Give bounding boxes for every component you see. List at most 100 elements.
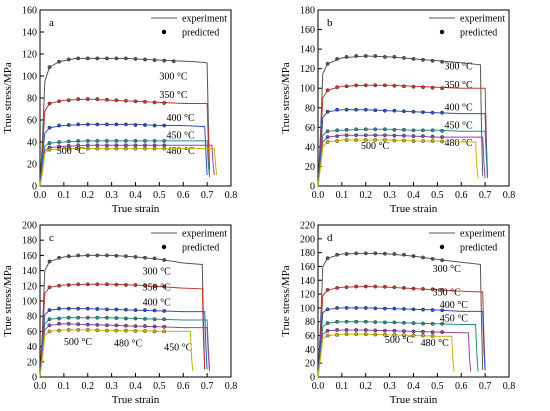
series-label: 300 °C <box>143 266 171 277</box>
predicted-point <box>162 258 167 262</box>
predicted-point <box>373 54 378 58</box>
legend-predicted-label: predicted <box>460 28 497 39</box>
predicted-point <box>114 98 119 103</box>
predicted-point <box>363 127 368 132</box>
x-tick-label: 0.1 <box>336 190 349 201</box>
predicted-point <box>325 307 330 312</box>
series-label: 300 °C <box>445 62 473 73</box>
predicted-point <box>105 97 109 102</box>
x-tick-label: 0.2 <box>360 381 373 392</box>
experiment-line <box>317 84 488 187</box>
predicted-point <box>363 54 368 58</box>
predicted-point <box>392 332 397 337</box>
predicted-point <box>411 333 416 338</box>
predicted-point <box>354 284 359 289</box>
predicted-point <box>105 307 109 312</box>
predicted-point <box>57 255 61 260</box>
x-tick-label: 0.7 <box>479 190 492 201</box>
predicted-point <box>143 308 147 312</box>
predicted-point <box>430 256 435 261</box>
predicted-point <box>392 127 397 132</box>
predicted-point <box>95 307 100 311</box>
experiment-line <box>317 321 479 378</box>
predicted-point <box>114 307 119 312</box>
predicted-point <box>373 133 378 138</box>
series-400c: 400 °C <box>39 298 208 378</box>
predicted-point <box>57 321 61 326</box>
y-tick-label: 140 <box>22 28 37 39</box>
predicted-point <box>430 321 435 326</box>
predicted-point <box>143 123 147 127</box>
predicted-point <box>95 143 100 148</box>
predicted-point <box>430 287 435 292</box>
predicted-point <box>152 329 157 334</box>
predicted-point <box>133 99 138 104</box>
predicted-point <box>124 122 128 127</box>
x-tick-label: 0.2 <box>82 190 95 201</box>
y-tick-label: 0 <box>32 373 37 384</box>
x-tick-label: 0.4 <box>407 381 420 392</box>
predicted-point <box>325 328 330 333</box>
predicted-point <box>344 319 349 324</box>
predicted-point <box>421 255 425 260</box>
x-tick-label: 0.8 <box>503 381 516 392</box>
predicted-point <box>152 256 157 261</box>
series-label: 350 °C <box>445 80 473 91</box>
series-450c: 450 °C <box>317 314 479 378</box>
legend-predicted-marker <box>161 244 167 250</box>
x-tick-label: 0.1 <box>58 381 71 392</box>
predicted-point <box>440 139 444 144</box>
predicted-point <box>95 253 100 258</box>
predicted-point <box>392 55 397 59</box>
predicted-point <box>57 306 61 311</box>
predicted-point <box>382 83 387 88</box>
predicted-point <box>344 305 349 310</box>
legend-experiment-label: experiment <box>460 14 505 25</box>
predicted-point <box>335 305 339 310</box>
predicted-point <box>85 97 90 102</box>
y-tick-label: 60 <box>305 123 315 134</box>
predicted-point <box>335 285 339 290</box>
predicted-point <box>373 306 378 311</box>
predicted-point <box>47 285 52 290</box>
y-tick-label: 60 <box>305 331 315 342</box>
predicted-point <box>47 308 52 312</box>
predicted-point <box>76 253 81 258</box>
predicted-point <box>162 308 167 313</box>
x-tick-label: 0.3 <box>383 381 396 392</box>
series-480c: 480 °C <box>317 328 472 378</box>
y-tick-label: 20 <box>305 359 315 370</box>
chart-panel-c: 0.0 0.1 0.2 0.3 0.4 0.5 0.6 0.7 0.8 0 20 40 60 80 100 1… <box>2 221 237 407</box>
predicted-point <box>344 252 349 256</box>
predicted-point <box>392 285 397 290</box>
series-label: 350 °C <box>159 90 187 101</box>
predicted-point <box>401 329 406 333</box>
predicted-point <box>354 127 359 132</box>
predicted-point <box>143 324 147 328</box>
experiment-line <box>39 323 210 378</box>
predicted-point <box>440 330 444 334</box>
predicted-point <box>373 328 378 333</box>
predicted-point <box>124 316 128 321</box>
predicted-point <box>440 321 444 326</box>
predicted-point <box>124 56 128 61</box>
predicted-point <box>152 324 157 329</box>
predicted-point <box>124 98 128 103</box>
predicted-point <box>430 134 435 139</box>
predicted-point <box>363 138 368 142</box>
predicted-point <box>124 254 128 259</box>
predicted-point <box>354 133 359 138</box>
y-tick-label: 100 <box>22 72 37 83</box>
predicted-point <box>392 138 397 143</box>
x-tick-label: 0.8 <box>225 190 238 201</box>
series-label: 500 °C <box>361 141 389 152</box>
x-tick-label: 0.3 <box>105 381 118 392</box>
predicted-point <box>85 56 90 61</box>
experiment-line <box>317 109 488 187</box>
chart-panel-a: 0.0 0.1 0.2 0.3 0.4 0.5 0.6 0.7 0.8 0 20 40 60 80 100 1… <box>2 6 237 216</box>
predicted-point <box>114 143 119 148</box>
experiment-line <box>317 55 484 187</box>
predicted-point <box>105 253 109 258</box>
experiment-line <box>39 329 194 378</box>
series-500c: 500 °C <box>317 138 479 187</box>
